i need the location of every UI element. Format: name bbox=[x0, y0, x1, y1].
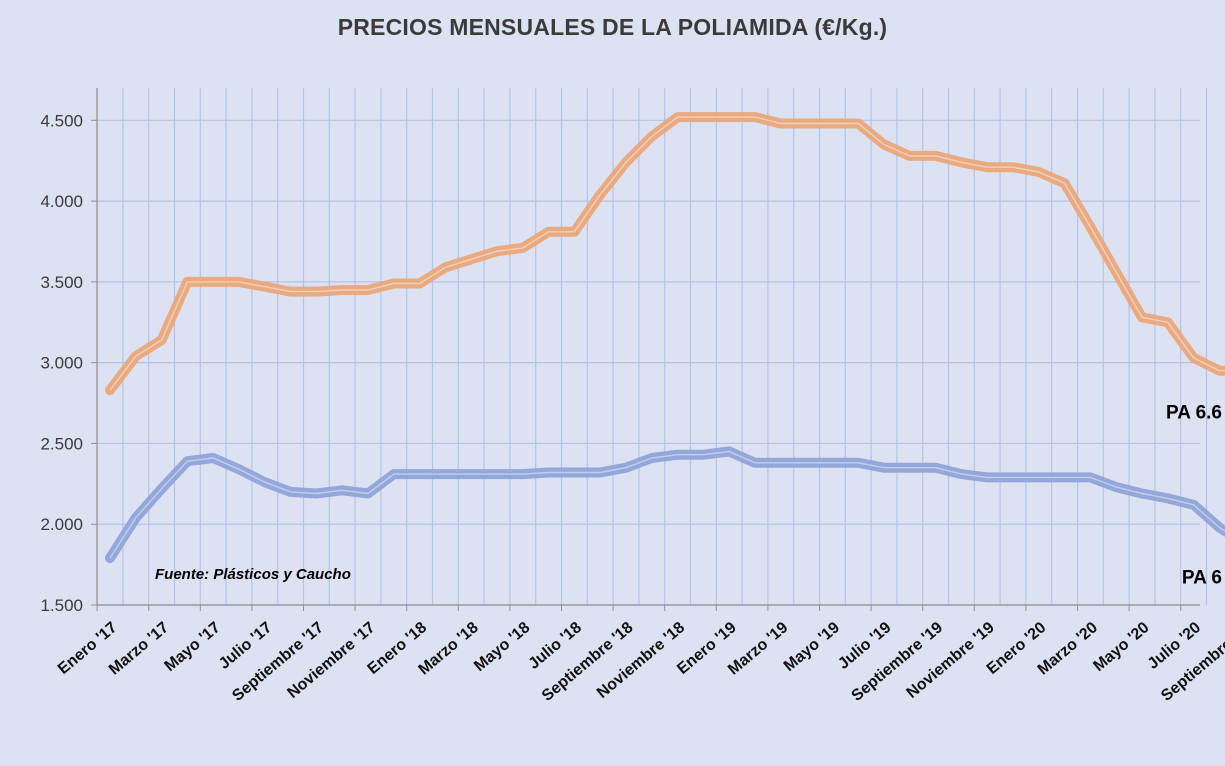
x-tick-label: Septiembre '17 bbox=[229, 619, 327, 705]
x-tick-label: Noviembre '19 bbox=[904, 619, 998, 702]
chart-title: PRECIOS MENSUALES DE LA POLIAMIDA (€/Kg.… bbox=[337, 14, 888, 40]
x-tick-label: Mayo '19 bbox=[781, 619, 843, 675]
y-tick-label: 2.000 bbox=[40, 515, 83, 534]
series-label-pa-6-6: PA 6.6 bbox=[1166, 403, 1222, 424]
x-tick-label: Mayo '20 bbox=[1090, 619, 1152, 675]
y-tick-label: 3.000 bbox=[40, 354, 83, 373]
x-tick-label: Mayo '18 bbox=[471, 619, 533, 675]
x-tick-label: Septiembre '18 bbox=[539, 619, 637, 705]
series-label-pa-6: PA 6 bbox=[1182, 568, 1222, 589]
series-line-pa-6-6 bbox=[105, 112, 1225, 396]
grid bbox=[96, 88, 1208, 606]
x-tick-label: Mayo '17 bbox=[162, 619, 224, 675]
labels: PA 6.6 PA 6 Fuente: Plásticos y Caucho bbox=[155, 403, 1222, 589]
y-tick-label: 4.500 bbox=[40, 111, 83, 130]
series-line-highlight-pa-6-6 bbox=[109, 116, 1225, 391]
y-tick-label: 3.500 bbox=[40, 273, 83, 292]
x-tick-label: Septiembre '19 bbox=[849, 619, 947, 705]
y-tick-label: 1.500 bbox=[40, 596, 83, 615]
source-note: Fuente: Plásticos y Caucho bbox=[155, 566, 351, 583]
y-tick-label: 4.000 bbox=[40, 192, 83, 211]
x-tick-label: Noviembre '18 bbox=[594, 619, 688, 702]
series-line-highlight-pa-6 bbox=[109, 450, 1225, 559]
y-tick-label: 2.500 bbox=[40, 434, 83, 453]
series-line-pa-6 bbox=[105, 446, 1225, 564]
series-lines bbox=[105, 112, 1225, 564]
x-tick-label: Noviembre '17 bbox=[284, 619, 378, 702]
